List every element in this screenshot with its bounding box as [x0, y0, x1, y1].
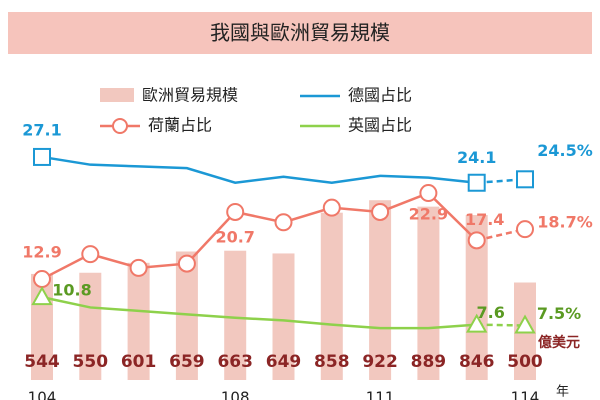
legend-marker: [112, 118, 128, 134]
legend-label: 歐洲貿易規模: [142, 86, 238, 105]
data-label: 20.7: [215, 227, 254, 246]
marker: [31, 286, 53, 306]
chart-title: 我國與歐洲貿易規模: [210, 21, 390, 45]
marker: [129, 258, 148, 277]
data-label: 18.7%: [537, 213, 593, 232]
bar: [320, 212, 343, 380]
title-banner: [8, 12, 592, 54]
marker: [322, 198, 341, 217]
marker: [516, 170, 534, 189]
x-tick-label: 111: [366, 389, 395, 400]
marker: [274, 213, 293, 232]
bar-unit: 億美元: [538, 334, 580, 351]
marker: [516, 220, 534, 239]
marker: [419, 184, 438, 203]
bar-label: 649: [266, 352, 302, 372]
x-tick-label: 108: [221, 389, 250, 400]
marker: [33, 270, 51, 289]
bar: [465, 215, 488, 380]
bar-label: 659: [169, 352, 205, 372]
data-label: 10.8: [52, 281, 91, 300]
line: [476, 323, 526, 327]
marker: [467, 231, 486, 250]
legend-label: 荷蘭占比: [148, 116, 212, 135]
bar-label: 922: [362, 352, 398, 372]
data-label: 17.4: [465, 210, 504, 229]
x-unit: 年: [556, 385, 569, 400]
marker: [467, 173, 486, 192]
bar-label: 846: [459, 352, 495, 372]
data-label: 7.6: [477, 303, 505, 322]
bar-label: 500: [507, 352, 543, 372]
marker: [177, 254, 196, 273]
marker: [226, 202, 245, 221]
marker: [81, 245, 100, 264]
bar: [79, 272, 102, 380]
marker: [33, 147, 51, 166]
marker: [371, 202, 390, 221]
x-tick-label: 104: [28, 389, 57, 400]
bar-label: 663: [217, 352, 253, 372]
bar: [417, 206, 440, 380]
bar: [175, 251, 198, 380]
data-label: 7.5%: [537, 304, 581, 323]
legend-label: 德國占比: [348, 86, 412, 105]
line: [41, 191, 478, 281]
bar: [272, 253, 295, 380]
data-label: 24.1: [457, 148, 496, 167]
x-tick-label: 114: [511, 389, 540, 400]
bar: [224, 250, 247, 380]
bar-label: 889: [411, 352, 447, 372]
bar: [369, 200, 392, 380]
marker: [514, 314, 536, 334]
line: [41, 155, 477, 185]
bar-label: 550: [73, 352, 109, 372]
legend-label: 英國占比: [348, 116, 412, 135]
bar-label: 601: [121, 352, 157, 372]
bar-label: 544: [24, 352, 60, 372]
legend-swatch: [100, 88, 134, 102]
bar-label: 858: [314, 352, 350, 372]
data-label: 22.9: [409, 205, 448, 224]
bar: [127, 262, 150, 380]
marker: [465, 313, 488, 333]
data-label: 12.9: [22, 243, 61, 262]
data-label: 24.5%: [537, 141, 593, 160]
line: [41, 295, 477, 330]
data-label: 27.1: [22, 120, 61, 139]
